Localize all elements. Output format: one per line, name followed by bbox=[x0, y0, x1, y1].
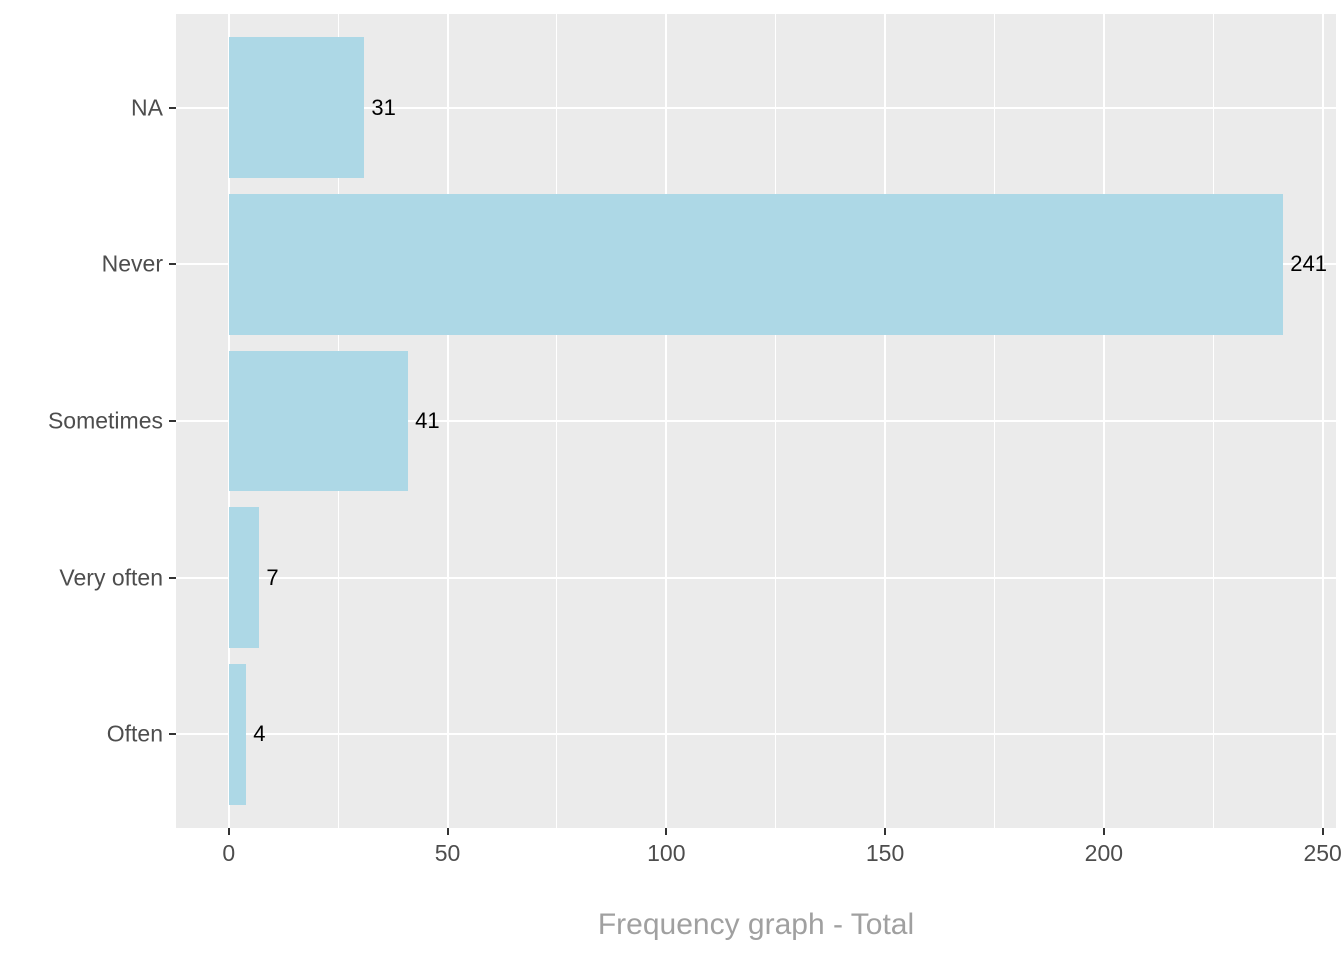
x-tick-mark bbox=[665, 828, 668, 835]
x-tick-mark bbox=[227, 828, 230, 835]
y-tick-label: NA bbox=[131, 94, 163, 121]
x-tick-label: 250 bbox=[1303, 840, 1342, 866]
bar-sometimes bbox=[228, 350, 409, 492]
major-gridline-horizontal bbox=[176, 106, 1336, 109]
bar-very-often bbox=[228, 507, 260, 648]
y-tick-mark bbox=[169, 420, 176, 422]
y-tick-label: Never bbox=[101, 250, 163, 277]
x-tick-label: 200 bbox=[1084, 840, 1124, 866]
bar-value-label: 241 bbox=[1290, 251, 1327, 277]
x-tick-mark bbox=[446, 828, 449, 835]
y-tick-label: Very often bbox=[59, 564, 163, 591]
bar-value-label: 4 bbox=[253, 721, 266, 747]
bar-value-label: 31 bbox=[371, 94, 396, 120]
y-tick-label: Often bbox=[106, 720, 163, 747]
y-tick-mark bbox=[169, 263, 176, 266]
bar-na bbox=[228, 37, 365, 179]
bar-value-label: 7 bbox=[266, 564, 279, 590]
y-tick-mark bbox=[169, 106, 176, 109]
bar-often bbox=[228, 663, 247, 805]
x-tick-label: 150 bbox=[865, 840, 905, 866]
x-tick-mark bbox=[1102, 828, 1105, 835]
y-tick-mark bbox=[169, 733, 176, 736]
y-tick-label: Sometimes bbox=[47, 407, 163, 434]
bar-never bbox=[228, 194, 1284, 335]
bar-value-label: 41 bbox=[415, 408, 440, 433]
plot-panel bbox=[176, 14, 1336, 828]
x-tick-mark bbox=[1321, 828, 1324, 835]
major-gridline-horizontal bbox=[176, 733, 1336, 736]
major-gridline-horizontal bbox=[176, 576, 1336, 579]
x-tick-label: 0 bbox=[222, 840, 236, 866]
x-axis-title: Frequency graph - Total bbox=[597, 908, 915, 941]
y-tick-mark bbox=[169, 576, 176, 579]
x-tick-label: 100 bbox=[647, 840, 686, 866]
major-gridline-horizontal bbox=[176, 420, 1336, 422]
x-tick-label: 50 bbox=[434, 840, 461, 866]
x-tick-mark bbox=[884, 828, 887, 835]
